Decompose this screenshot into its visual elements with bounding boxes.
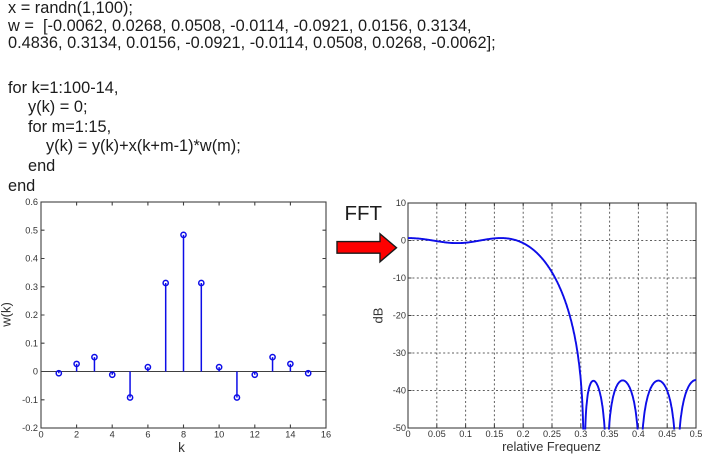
svg-text:16: 16 — [321, 430, 331, 440]
svg-text:0.15: 0.15 — [485, 429, 503, 439]
svg-text:0.4: 0.4 — [25, 254, 38, 264]
svg-text:-20: -20 — [393, 311, 406, 321]
svg-text:14: 14 — [285, 430, 295, 440]
svg-text:0.1: 0.1 — [25, 338, 38, 348]
svg-text:0: 0 — [405, 429, 410, 439]
svg-text:w(k): w(k) — [0, 302, 14, 328]
svg-text:-30: -30 — [393, 348, 406, 358]
svg-text:10: 10 — [214, 430, 224, 440]
svg-text:-10: -10 — [393, 273, 406, 283]
svg-text:10: 10 — [396, 198, 406, 208]
svg-text:12: 12 — [250, 430, 260, 440]
svg-text:0.6: 0.6 — [25, 197, 38, 207]
svg-text:0.05: 0.05 — [428, 429, 446, 439]
svg-text:dB: dB — [371, 308, 386, 324]
svg-text:0: 0 — [38, 430, 43, 440]
svg-text:0.5: 0.5 — [25, 225, 38, 235]
svg-text:-0.2: -0.2 — [22, 423, 38, 433]
svg-text:0.45: 0.45 — [658, 429, 676, 439]
svg-text:8: 8 — [181, 430, 186, 440]
svg-text:0.3: 0.3 — [25, 282, 38, 292]
svg-text:0: 0 — [33, 367, 38, 377]
svg-text:0.5: 0.5 — [690, 429, 703, 439]
svg-text:0.35: 0.35 — [601, 429, 619, 439]
svg-text:6: 6 — [145, 430, 150, 440]
svg-text:0.25: 0.25 — [543, 429, 561, 439]
svg-text:0.2: 0.2 — [517, 429, 530, 439]
svg-text:k: k — [178, 440, 185, 455]
svg-text:-40: -40 — [393, 386, 406, 396]
svg-text:0: 0 — [401, 236, 406, 246]
svg-text:4: 4 — [110, 430, 115, 440]
svg-text:0.1: 0.1 — [459, 429, 472, 439]
svg-text:0.2: 0.2 — [25, 310, 38, 320]
svg-text:0.3: 0.3 — [574, 429, 587, 439]
svg-text:-0.1: -0.1 — [22, 395, 38, 405]
svg-text:relative Frequenz: relative Frequenz — [502, 439, 601, 454]
svg-text:2: 2 — [74, 430, 79, 440]
svg-text:0.4: 0.4 — [632, 429, 645, 439]
svg-text:-50: -50 — [393, 423, 406, 433]
